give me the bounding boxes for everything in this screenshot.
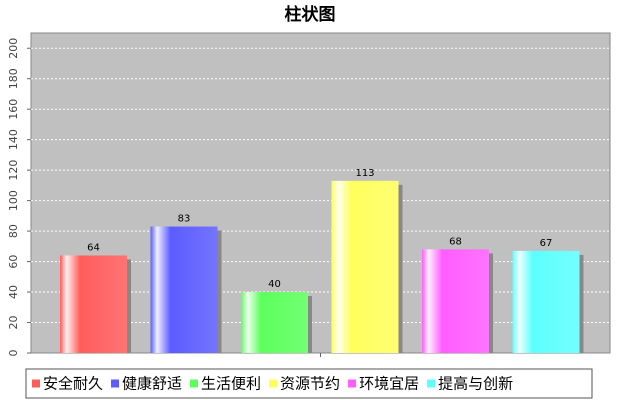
bar [241,292,308,353]
bar [512,250,580,353]
y-tick-label: 0 [7,350,20,357]
plot-area: 0 20 40 60 80 100 120 140 160 180 200 64 83 40 113 68 67 [7,32,611,357]
bar [331,180,399,353]
y-tick-label: 160 [7,99,20,120]
y-tick-label: 80 [7,224,20,238]
legend-swatch [111,379,120,388]
legend-swatch [348,379,357,388]
legend-box [25,368,593,399]
legend-label: 生活便利 [201,375,261,393]
y-tick-label: 20 [7,316,20,330]
y-tick-label: 120 [7,160,20,181]
y-tick-label: 100 [7,190,20,211]
legend: 安全耐久 健康舒适 生活便利 资源节约 环境宜居 提高与创新 [25,368,593,399]
bar-value-label: 40 [268,279,281,290]
legend-label: 环境宜居 [359,375,419,393]
bar-value-label: 83 [178,214,191,225]
y-tick-label: 60 [7,255,20,269]
bar-value-label: 64 [87,242,100,253]
y-tick-label: 40 [7,285,20,299]
legend-label: 提高与创新 [438,375,513,393]
legend-label: 资源节约 [280,375,340,393]
y-tick-label: 200 [7,38,20,59]
legend-swatch [190,379,199,388]
bar [150,226,218,353]
legend-swatch [32,379,40,388]
bar [422,249,489,353]
chart-title: 柱状图 [285,4,336,25]
legend-swatch [269,379,278,388]
bar-value-label: 68 [449,236,462,247]
legend-label: 健康舒适 [122,375,182,393]
bar [60,255,127,353]
y-tick-label: 140 [7,129,20,150]
legend-label: 安全耐久 [43,375,103,393]
legend-swatch [427,379,436,388]
y-tick-label: 180 [7,68,20,89]
bar-value-label: 67 [540,238,553,249]
bar-value-label: 113 [355,168,374,179]
